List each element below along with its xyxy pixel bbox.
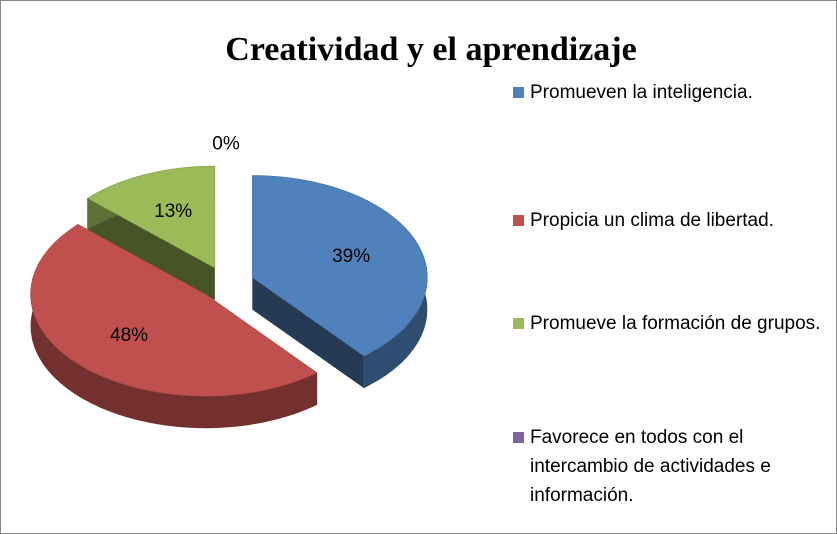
legend-entry: Propicia un clima de libertad.	[513, 206, 823, 235]
data-label: 48%	[110, 325, 148, 346]
legend-swatch	[513, 318, 524, 329]
slice-wall	[30, 224, 318, 429]
pie-slice	[86, 165, 216, 269]
slice-side	[252, 277, 364, 389]
legend-entry: Promueven la inteligencia.	[513, 78, 823, 107]
data-label: 13%	[154, 201, 192, 222]
pie-slice	[252, 175, 428, 357]
legend-swatch	[513, 215, 524, 226]
chart-title: Creatividad y el aprendizaje	[225, 31, 637, 68]
legend-swatch	[513, 432, 524, 443]
legend-entry: Favorece en todos con el intercambio de …	[513, 423, 823, 510]
pie-slice	[30, 224, 318, 397]
legend-label: Favorece en todos con el intercambio de …	[530, 427, 771, 506]
legend-label: Promueve la formación de grupos.	[530, 313, 821, 334]
legend-label: Propicia un clima de libertad.	[530, 210, 774, 231]
legend-entry: Promueve la formación de grupos.	[513, 309, 823, 338]
data-label: 39%	[332, 246, 370, 267]
legend-swatch	[513, 87, 524, 98]
data-label: 0%	[212, 133, 240, 154]
slice-side	[87, 198, 215, 300]
legend-label: Promueven la inteligencia.	[530, 82, 753, 103]
